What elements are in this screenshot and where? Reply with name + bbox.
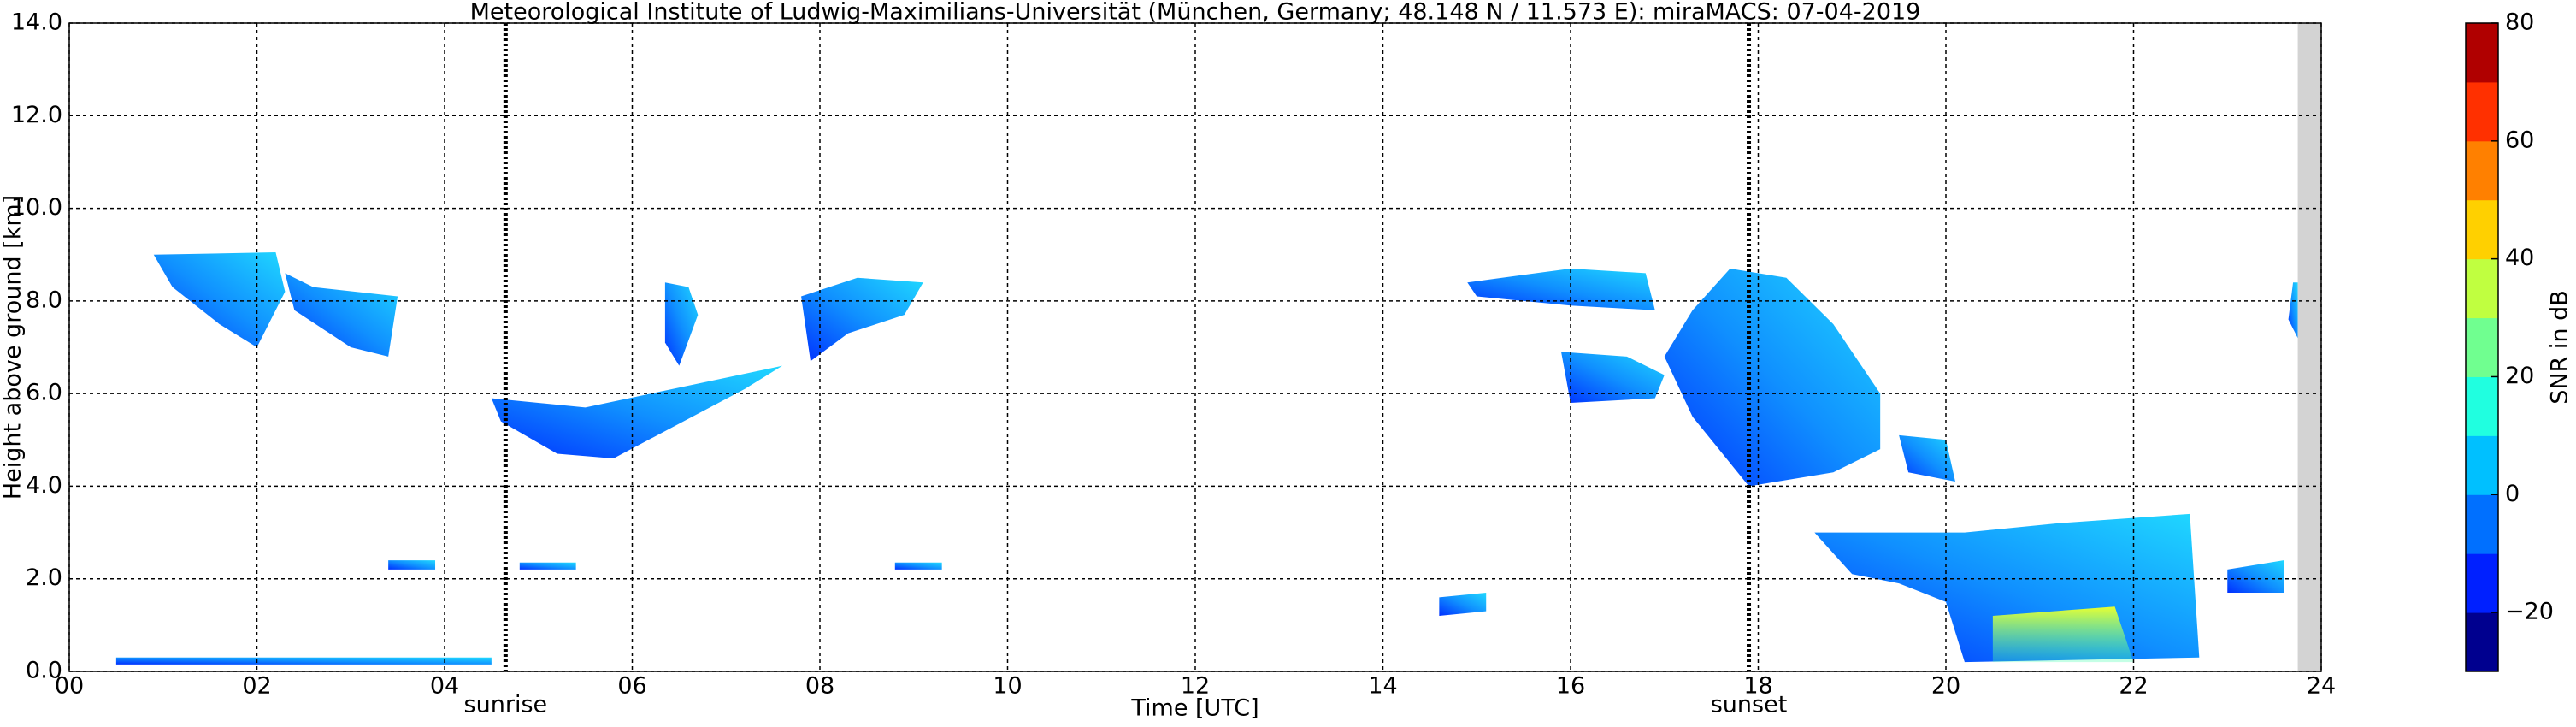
colorbar-tick-label: 20: [2505, 363, 2534, 389]
no-data-band: [2297, 23, 2321, 671]
colorbar-segment: [2466, 199, 2498, 260]
colorbar-segment: [2466, 317, 2498, 377]
annotation-label: sunrise: [464, 692, 548, 718]
y-tick-label: 8.0: [26, 287, 62, 313]
x-tick-label: 16: [1556, 673, 1585, 700]
colorbar-segment: [2466, 140, 2498, 201]
y-tick-label: 4.0: [26, 472, 62, 499]
colorbar-segment: [2466, 23, 2498, 83]
x-tick-label: 06: [617, 673, 646, 700]
chart-title: Meteorological Institute of Ludwig-Maxim…: [470, 0, 1921, 26]
colorbar-tick-label: 60: [2505, 127, 2534, 153]
x-axis-label: Time [UTC]: [1130, 695, 1259, 722]
colorbar-tick-label: 80: [2505, 9, 2534, 36]
colorbar-segment: [2466, 258, 2498, 319]
colorbar-tick-label: −20: [2505, 599, 2554, 625]
x-tick-label: 04: [430, 673, 459, 700]
colorbar-tick-label: 0: [2505, 481, 2520, 507]
x-tick-label: 12: [1181, 673, 1210, 700]
colorbar-segment: [2466, 81, 2498, 142]
annotation-label: sunset: [1711, 692, 1788, 718]
y-tick-label: 12.0: [11, 102, 62, 128]
y-tick-label: 2.0: [26, 564, 62, 591]
colorbar-segment: [2466, 435, 2498, 495]
radar-echoes: [115, 252, 2298, 665]
colorbar-frame: [2465, 22, 2499, 672]
x-tick-label: 02: [242, 673, 271, 700]
x-tick-label: 24: [2307, 673, 2336, 700]
x-tick-label: 18: [1743, 673, 1772, 700]
x-tick-label: 20: [1931, 673, 1960, 700]
x-tick-label: 10: [993, 673, 1022, 700]
colorbar-segment: [2466, 494, 2498, 554]
y-axis-label: Height above ground [km]: [0, 195, 27, 499]
plot-frame: [68, 22, 2322, 672]
colorbar-segment: [2466, 553, 2498, 613]
x-tick-label: 00: [55, 673, 84, 700]
y-tick-label: 0.0: [26, 658, 62, 684]
x-tick-label: 08: [805, 673, 834, 700]
colorbar-segment: [2466, 376, 2498, 436]
colorbar-label: SNR in dB: [2547, 290, 2573, 405]
y-tick-label: 14.0: [11, 9, 62, 36]
x-tick-label: 22: [2119, 673, 2148, 700]
x-tick-label: 14: [1368, 673, 1397, 700]
colorbar-segment: [2466, 612, 2498, 672]
colorbar-tick-label: 40: [2505, 245, 2534, 271]
y-tick-label: 6.0: [26, 380, 62, 406]
y-tick-label: 10.0: [11, 194, 62, 221]
